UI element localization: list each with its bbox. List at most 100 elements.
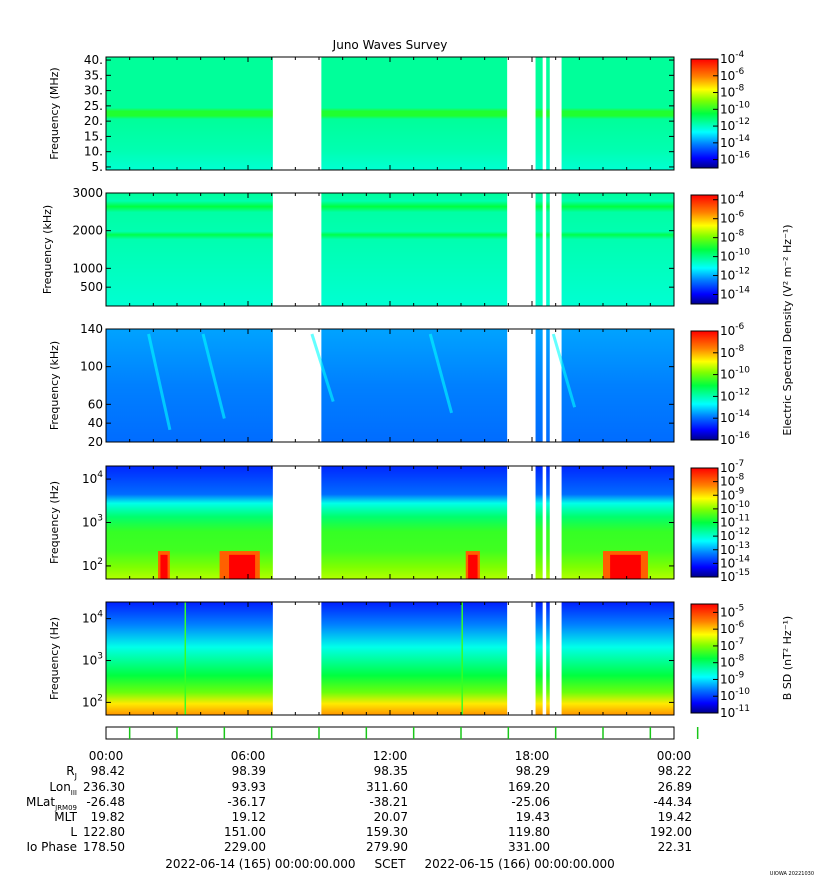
time-tick-label: 00:00 bbox=[657, 749, 692, 763]
ephemeris-value: 98.35 bbox=[374, 764, 408, 778]
spectrogram-segment bbox=[561, 602, 674, 715]
y-tick-label: 15. bbox=[84, 129, 103, 143]
colorbar-tick-exponent: -4 bbox=[735, 50, 744, 60]
colorbar-tick-exponent: -15 bbox=[735, 568, 750, 578]
colorbar-tick-label: 10-6 bbox=[720, 210, 745, 226]
emission-streak bbox=[147, 333, 172, 431]
colorbar-tick-exponent: -14 bbox=[735, 134, 750, 144]
ephemeris-row-label: RJ bbox=[66, 764, 77, 781]
y-tick-label: 25. bbox=[84, 99, 103, 113]
ephemeris-value: 19.12 bbox=[232, 810, 266, 824]
credit-label: UIOWA 20221030 bbox=[770, 871, 814, 877]
ephemeris-value: 98.42 bbox=[91, 764, 125, 778]
y-axis-label: Frequency (MHz) bbox=[48, 67, 61, 159]
colorbar-tick-label: 10-12 bbox=[720, 117, 750, 133]
colorbar-tick-label: 10-6 bbox=[720, 67, 745, 83]
colorbar-tick-label: 10-9 bbox=[720, 670, 745, 686]
timeline-strip bbox=[105, 726, 675, 740]
colorbar-tick-exponent: -14 bbox=[735, 409, 750, 419]
colorbar-tick-exponent: -6 bbox=[735, 67, 744, 77]
colorbar-tick-exponent: -6 bbox=[735, 210, 744, 220]
colorbar-tick-exponent: -14 bbox=[735, 286, 750, 296]
colorbar-ramp bbox=[691, 195, 718, 304]
ephemeris-value: 236.30 bbox=[83, 780, 125, 794]
colorbar-tick-label: 10-5 bbox=[720, 603, 744, 619]
colorbar-tick-label: 10-8 bbox=[720, 344, 745, 360]
y-tick-label: 3000 bbox=[72, 186, 103, 200]
colorbar-tick-exponent: -6 bbox=[735, 620, 744, 630]
y-tick-label: 102 bbox=[82, 557, 103, 573]
ephemeris-value: 19.82 bbox=[91, 810, 125, 824]
spectrogram-segment bbox=[321, 57, 508, 170]
spectrogram-segment bbox=[106, 57, 273, 170]
y-tick-label: 60 bbox=[88, 397, 103, 411]
y-tick-label: 35. bbox=[84, 68, 103, 82]
spectrogram-segment bbox=[561, 193, 674, 306]
y-tick-label: 103 bbox=[82, 514, 103, 530]
ephemeris-row-label: MLT bbox=[54, 810, 77, 824]
y-tick-label: 5. bbox=[92, 160, 103, 174]
emission-core bbox=[229, 554, 256, 579]
spectrogram-segment bbox=[321, 193, 508, 306]
ephemeris-value: 98.22 bbox=[658, 764, 692, 778]
ephemeris-value: 20.07 bbox=[374, 810, 408, 824]
spectrogram-segment bbox=[535, 329, 543, 442]
y-tick-label: 104 bbox=[82, 470, 103, 486]
colorbar-tick-exponent: -8 bbox=[735, 344, 744, 354]
colorbar-tick-label: 10-8 bbox=[720, 229, 745, 245]
ephemeris-row-label: LonIII bbox=[49, 780, 77, 797]
colorbar-tick-label: 10-16 bbox=[720, 151, 750, 167]
colorbar-tick-exponent: -10 bbox=[735, 366, 750, 376]
colorbar-title-magnetic: B SD (nT² Hz⁻¹) bbox=[781, 616, 794, 700]
emission-streak bbox=[201, 333, 226, 419]
y-tick-exponent: 3 bbox=[97, 652, 103, 662]
ephemeris-value: 22.31 bbox=[658, 840, 692, 854]
colorbar-tick-exponent: -9 bbox=[735, 486, 744, 496]
spectrogram-panel-hfr: 500 1000 2000 3000 Frequency (kHz) bbox=[41, 186, 675, 307]
spectrogram-segment bbox=[106, 193, 273, 306]
y-tick-exponent: 4 bbox=[97, 610, 103, 620]
ephemeris-value: 93.93 bbox=[232, 780, 266, 794]
ephemeris-row-label: Io Phase bbox=[26, 840, 77, 854]
ephemeris-value: 159.30 bbox=[366, 825, 408, 839]
colorbar-lfr_high: 10-6 10-8 10-10 10-12 10-14 10-16 bbox=[690, 322, 750, 447]
time-tick-label: 06:00 bbox=[231, 749, 266, 763]
ephemeris-value: 279.90 bbox=[366, 840, 408, 854]
emission-core bbox=[160, 554, 168, 579]
spectrogram-segment bbox=[535, 57, 543, 170]
colorbar-tick-exponent: -8 bbox=[735, 654, 744, 664]
colorbar-tick-label: 10-16 bbox=[720, 431, 750, 447]
colorbar-lfr_low: 10-710-810-910-1010-1110-1210-1310-1410-… bbox=[690, 459, 750, 584]
spectrogram-segment bbox=[321, 329, 508, 442]
spectrogram-segment bbox=[546, 57, 550, 170]
y-tick-label: 10. bbox=[84, 145, 103, 159]
spectrogram-segment bbox=[561, 57, 674, 170]
ephemeris-value: -36.17 bbox=[227, 795, 266, 809]
colorbar-tick-label: 10-8 bbox=[720, 84, 745, 100]
colorbar-tick-label: 10-12 bbox=[720, 267, 750, 283]
ephemeris-value: 19.43 bbox=[516, 810, 550, 824]
colorbar-tick-exponent: -10 bbox=[735, 500, 750, 510]
colorbar-tick-exponent: -10 bbox=[735, 248, 750, 258]
colorbar-tick-label: 10-14 bbox=[720, 409, 750, 425]
ephemeris-value: 26.89 bbox=[658, 780, 692, 794]
ephemeris-value: 98.39 bbox=[232, 764, 266, 778]
colorbar-tick-exponent: -6 bbox=[735, 322, 744, 332]
y-axis-label: Frequency (kHz) bbox=[41, 205, 54, 294]
colorbar-frame bbox=[690, 58, 719, 169]
ephemeris-value: 331.00 bbox=[508, 840, 550, 854]
colorbar-tick-label: 10-6 bbox=[720, 322, 745, 338]
y-tick-label: 102 bbox=[82, 693, 103, 709]
ephemeris-value: 229.00 bbox=[224, 840, 266, 854]
colorbar-tick-exponent: -12 bbox=[735, 527, 750, 537]
colorbar-tick-exponent: -16 bbox=[735, 431, 750, 441]
y-axis-label: Frequency (Hz) bbox=[48, 481, 61, 564]
spectrogram-segment bbox=[535, 466, 543, 579]
colorbar-tick-exponent: -10 bbox=[735, 687, 750, 697]
ephemeris-value: -25.06 bbox=[511, 795, 550, 809]
colorbar-tick-label: 10-7 bbox=[720, 637, 744, 653]
colorbar-tick-label: 10-4 bbox=[720, 50, 745, 66]
colorbar-tick-label: 10-10 bbox=[720, 687, 750, 703]
y-tick-label: 103 bbox=[82, 652, 103, 668]
colorbar-tick-exponent: -8 bbox=[735, 229, 744, 239]
